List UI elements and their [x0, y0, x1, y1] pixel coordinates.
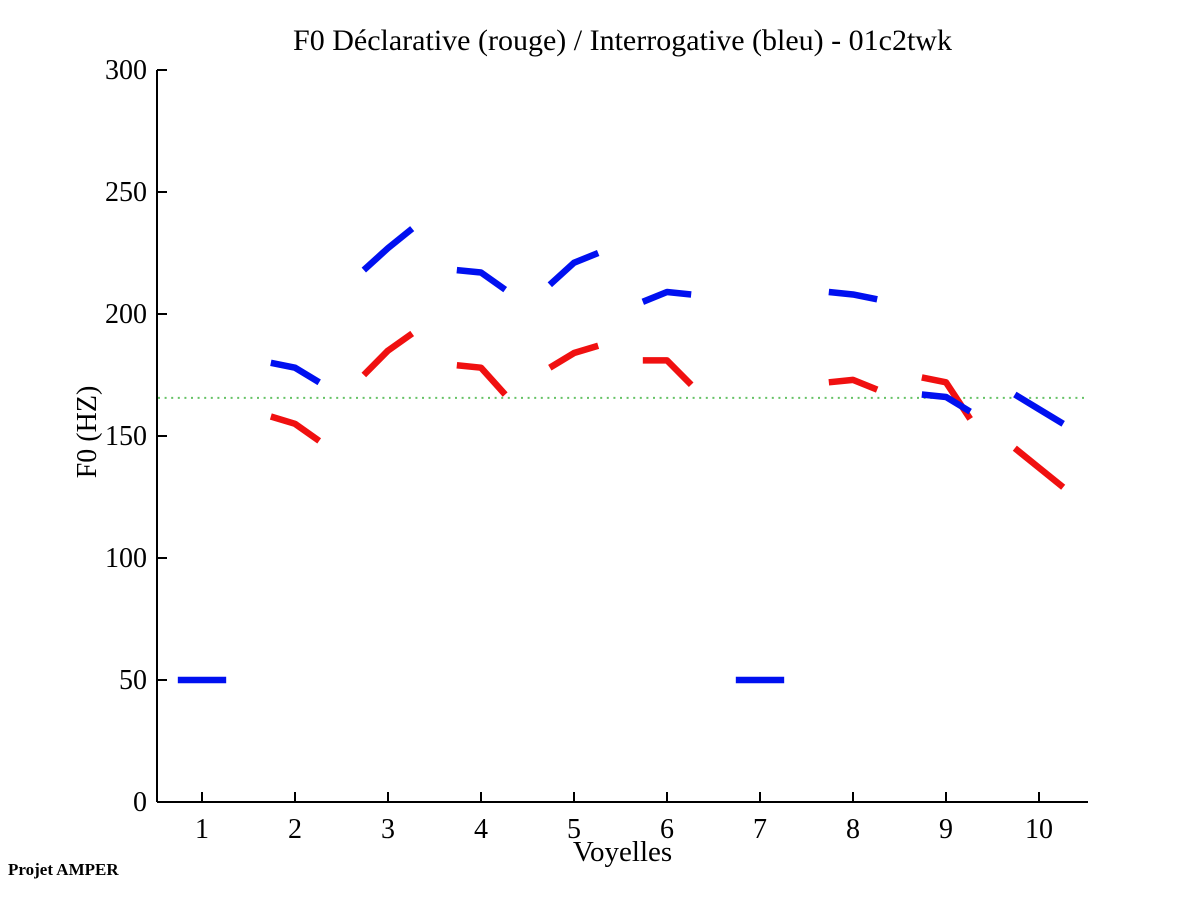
x-tick-label: 10 — [1025, 814, 1053, 845]
project-label: Projet AMPER — [8, 860, 119, 879]
x-axis-label: Voyelles — [572, 836, 673, 868]
y-tick-label: 150 — [105, 421, 147, 452]
y-axis-label: F0 (HZ) — [72, 385, 103, 479]
chart-title: F0 Déclarative (rouge) / Interrogative (… — [293, 24, 952, 57]
x-tick-label: 6 — [660, 814, 674, 845]
data-segment — [828, 288, 878, 303]
x-tick-label: 7 — [753, 814, 767, 845]
data-segment — [1012, 445, 1066, 490]
data-segment — [1013, 391, 1065, 427]
x-tick-label: 2 — [288, 814, 302, 845]
data-segment — [456, 266, 508, 293]
data-segment — [361, 330, 415, 378]
x-tick-label: 8 — [846, 814, 860, 845]
x-tick-label: 4 — [474, 814, 488, 845]
x-tick-label: 5 — [567, 814, 581, 845]
data-segment — [828, 376, 879, 393]
data-segment — [270, 359, 321, 386]
y-tick-label: 100 — [105, 543, 147, 574]
x-tick-label: 3 — [381, 814, 395, 845]
data-segment — [456, 362, 508, 397]
data-segment — [269, 413, 322, 444]
data-segment — [641, 288, 692, 305]
x-tick-label: 1 — [195, 814, 209, 845]
y-tick-label: 50 — [119, 665, 147, 696]
y-tick-label: 0 — [133, 787, 147, 818]
data-segment — [642, 357, 694, 388]
y-tick-label: 300 — [105, 55, 147, 86]
y-tick-label: 200 — [105, 299, 147, 330]
x-tick-label: 9 — [939, 814, 953, 845]
data-segment — [548, 342, 600, 371]
y-tick-label: 250 — [105, 177, 147, 208]
data-segment — [547, 249, 600, 288]
data-segment — [361, 226, 415, 273]
data-segment — [921, 391, 972, 415]
